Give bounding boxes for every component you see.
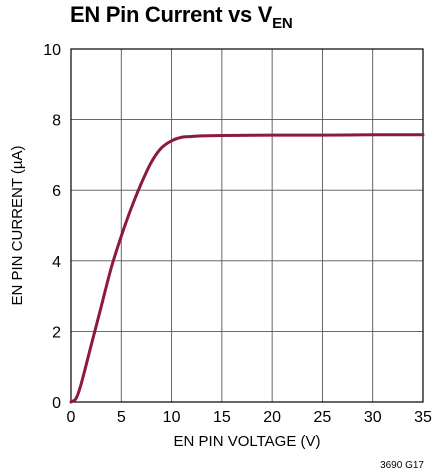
x-tick-label: 15 — [213, 409, 231, 426]
x-tick-labels: 0 5 10 15 20 25 30 35 — [67, 409, 432, 426]
x-tick-label: 30 — [364, 409, 382, 426]
x-tick-label: 25 — [314, 409, 332, 426]
y-tick-label: 10 — [43, 42, 61, 59]
series-line — [69, 133, 425, 404]
x-tick-label: 10 — [163, 409, 181, 426]
x-tick-label: 35 — [414, 409, 432, 426]
y-tick-label: 6 — [52, 183, 61, 200]
y-tick-label: 2 — [52, 324, 61, 341]
chart-title-subscript: EN — [272, 15, 293, 32]
x-tick-label: 20 — [263, 409, 281, 426]
x-tick-label: 0 — [67, 409, 76, 426]
y-tick-label: 4 — [52, 254, 61, 271]
plot-frame — [70, 48, 424, 403]
y-tick-label: 8 — [52, 113, 61, 130]
x-tick-label: 5 — [117, 409, 126, 426]
figure-code: 3690 G17 — [380, 460, 424, 471]
chart-title-main: EN Pin Current vs V — [70, 2, 273, 27]
y-tick-labels: 0 2 4 6 8 10 — [43, 42, 61, 412]
x-axis-title: EN PIN VOLTAGE (V) — [174, 433, 321, 450]
chart-title: EN Pin Current vs VEN — [70, 2, 293, 32]
y-tick-label: 0 — [52, 395, 61, 412]
y-axis-title: EN PIN CURRENT (µA) — [9, 145, 26, 305]
